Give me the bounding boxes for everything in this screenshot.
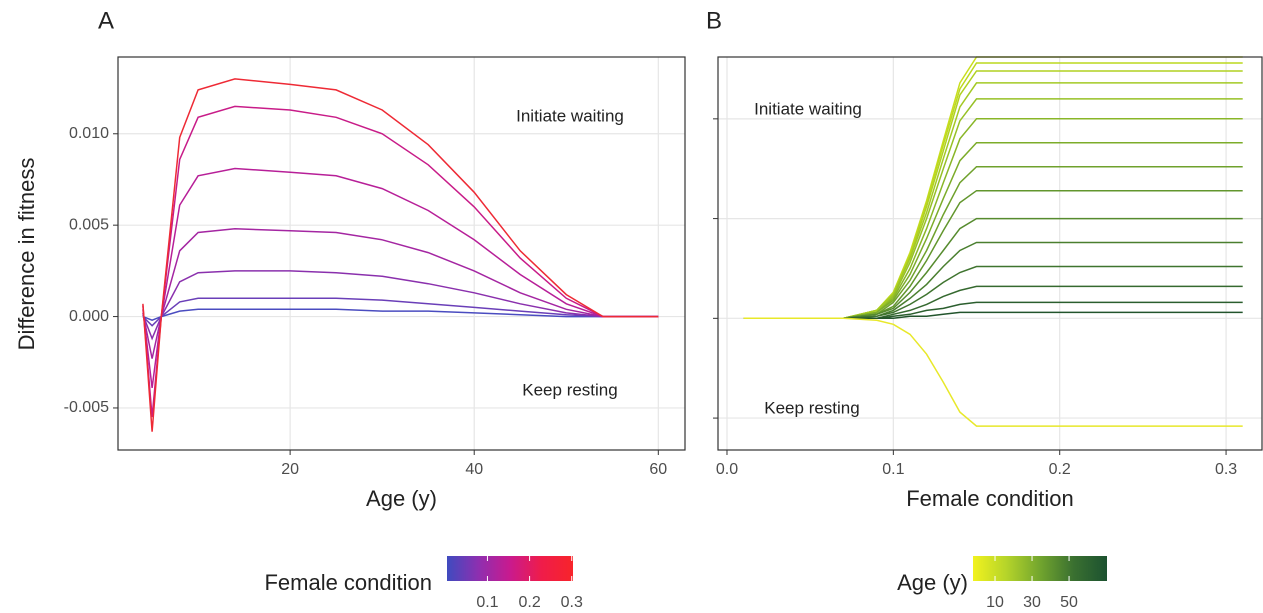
line — [743, 142, 1243, 320]
x-tick-label: 20 — [281, 461, 299, 478]
x-tick-label: 0.2 — [1049, 461, 1071, 478]
line — [743, 317, 1243, 427]
line — [142, 270, 659, 341]
colorbar-tick-label: 0.1 — [476, 594, 498, 611]
line — [142, 105, 659, 418]
annotation: Initiate waiting — [516, 106, 624, 125]
line — [743, 189, 1243, 320]
colorbar-tick-label: 0.3 — [561, 594, 583, 611]
x-tick-label: 60 — [649, 461, 667, 478]
y-tick-label: 0.005 — [69, 216, 109, 233]
legend-title: Female condition — [264, 570, 432, 595]
x-axis-title: Female condition — [906, 486, 1074, 511]
annotation: Keep resting — [764, 398, 859, 417]
colorbar-tick-label: 50 — [1060, 594, 1078, 611]
panel-label: A — [98, 7, 114, 34]
y-tick-label: 0.000 — [69, 308, 109, 325]
x-tick-label: 0.1 — [882, 461, 904, 478]
legend-title: Age (y) — [897, 570, 968, 595]
x-tick-label: 0.0 — [716, 461, 738, 478]
line — [142, 78, 659, 432]
x-tick-label: 0.3 — [1215, 461, 1237, 478]
line — [743, 301, 1243, 320]
line — [142, 308, 659, 322]
line — [743, 217, 1243, 320]
panel-label: B — [706, 7, 722, 34]
line — [142, 167, 659, 388]
line — [142, 297, 659, 327]
line — [142, 228, 659, 359]
plot-border — [717, 56, 1263, 451]
colorbar-tick-label: 10 — [986, 594, 1004, 611]
x-axis-title: Age (y) — [366, 486, 437, 511]
line — [743, 56, 1243, 320]
colorbar — [973, 556, 1107, 581]
y-tick-label: -0.005 — [64, 399, 109, 416]
annotation: Initiate waiting — [754, 99, 862, 118]
y-tick-label: 0.010 — [69, 125, 109, 142]
x-tick-label: 40 — [465, 461, 483, 478]
colorbar-tick-label: 0.2 — [518, 594, 540, 611]
line — [743, 98, 1243, 320]
line — [743, 265, 1243, 320]
colorbar-tick-label: 30 — [1023, 594, 1041, 611]
line — [743, 82, 1243, 320]
colorbar — [447, 556, 573, 581]
annotation: Keep resting — [522, 380, 617, 399]
y-axis-title: Difference in fitness — [14, 158, 39, 351]
line — [743, 241, 1243, 320]
line — [743, 311, 1243, 320]
plot-border — [117, 56, 686, 451]
